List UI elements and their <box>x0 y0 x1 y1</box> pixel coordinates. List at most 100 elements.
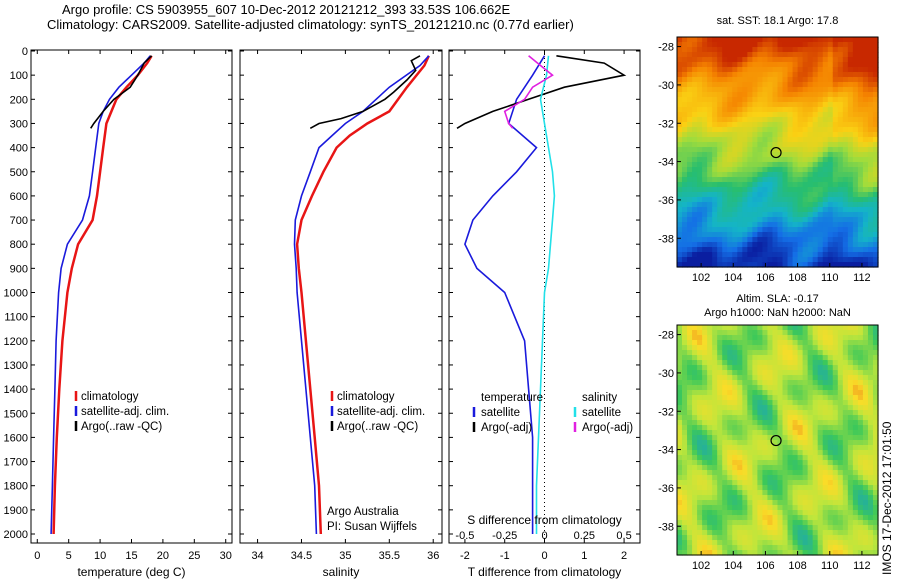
y-tick-label: -38 <box>658 233 674 245</box>
heatmap-cell <box>682 97 688 103</box>
heatmap-cell <box>787 380 794 386</box>
heatmap-cell <box>717 47 723 53</box>
heatmap-cell <box>717 360 723 366</box>
heatmap-cell <box>872 355 879 361</box>
heatmap-cell <box>797 425 804 431</box>
heatmap-cell <box>747 112 753 118</box>
heatmap-cell <box>727 480 733 486</box>
heatmap-cell <box>707 390 713 396</box>
heatmap-cell <box>697 232 703 238</box>
heatmap-cell <box>717 345 723 351</box>
heatmap-cell <box>682 530 688 536</box>
heatmap-cell <box>847 257 854 263</box>
heatmap-cell <box>862 107 869 113</box>
heatmap-cell <box>857 67 864 73</box>
heatmap-cell <box>722 330 728 336</box>
sla-map-frame <box>676 324 879 556</box>
heatmap-cell <box>772 440 779 446</box>
heatmap-cell <box>722 485 728 491</box>
heatmap-cell <box>757 172 764 178</box>
heatmap-cell <box>772 67 779 73</box>
heatmap-cell <box>862 37 869 43</box>
heatmap-cell <box>727 500 733 506</box>
heatmap-cell <box>792 37 799 43</box>
heatmap-cell <box>827 415 834 421</box>
heatmap-cell <box>727 355 733 361</box>
heatmap-cell <box>817 465 824 471</box>
heatmap-cell <box>757 257 764 263</box>
heatmap-cell <box>757 162 764 168</box>
heatmap-cell <box>767 385 774 391</box>
heatmap-cell <box>722 227 728 233</box>
heatmap-cell <box>857 355 864 361</box>
y-tick-label: 1200 <box>4 336 28 348</box>
heatmap-cell <box>867 465 874 471</box>
heatmap-cell <box>722 410 728 416</box>
heatmap-cell <box>862 430 869 436</box>
heatmap-cell <box>737 515 743 521</box>
heatmap-cell <box>782 535 789 541</box>
heatmap-cell <box>772 82 779 88</box>
heatmap-cell <box>787 325 794 331</box>
heatmap-cell <box>807 460 814 466</box>
heatmap-cell <box>762 395 769 401</box>
heatmap-cell <box>767 500 774 506</box>
heatmap-cell <box>782 162 789 168</box>
heatmap-cell <box>737 400 743 406</box>
heatmap-cell <box>762 515 769 521</box>
heatmap-cell <box>747 222 753 228</box>
heatmap-cell <box>792 445 799 451</box>
heatmap-cell <box>832 430 839 436</box>
heatmap-cell <box>782 510 789 516</box>
heatmap-cell <box>702 400 708 406</box>
heatmap-cell <box>812 500 819 506</box>
heatmap-cell <box>687 217 693 223</box>
heatmap-cell <box>742 82 748 88</box>
heatmap-cell <box>677 520 683 526</box>
heatmap-cell <box>837 257 844 263</box>
heatmap-cell <box>742 137 748 143</box>
heatmap-cell <box>692 222 698 228</box>
heatmap-cell <box>832 247 839 253</box>
heatmap-cell <box>827 257 834 263</box>
heatmap-cell <box>832 122 839 128</box>
heatmap-cell <box>702 187 708 193</box>
heatmap-cell <box>682 242 688 248</box>
heatmap-cell <box>817 350 824 356</box>
heatmap-cell <box>717 450 723 456</box>
heatmap-cell <box>747 237 753 243</box>
heatmap-cell <box>802 385 809 391</box>
heatmap-cell <box>707 360 713 366</box>
heatmap-cell <box>782 157 789 163</box>
heatmap-cell <box>792 187 799 193</box>
heatmap-cell <box>847 42 854 48</box>
heatmap-cell <box>802 485 809 491</box>
heatmap-cell <box>752 365 759 371</box>
heatmap-cell <box>837 162 844 168</box>
heatmap-cell <box>737 147 743 153</box>
heatmap-cell <box>807 172 814 178</box>
heatmap-cell <box>732 117 738 123</box>
heatmap-cell <box>852 232 859 238</box>
heatmap-cell <box>802 77 809 83</box>
heatmap-cell <box>682 77 688 83</box>
heatmap-cell <box>802 182 809 188</box>
heatmap-cell <box>707 450 713 456</box>
heatmap-cell <box>847 510 854 516</box>
heatmap-cell <box>742 107 748 113</box>
heatmap-cell <box>702 92 708 98</box>
heatmap-cell <box>812 400 819 406</box>
heatmap-cell <box>862 262 869 268</box>
heatmap-cell <box>747 475 753 481</box>
heatmap-cell <box>712 360 718 366</box>
heatmap-cell <box>772 475 779 481</box>
heatmap-cell <box>832 212 839 218</box>
heatmap-cell <box>677 410 683 416</box>
heatmap-cell <box>722 97 728 103</box>
heatmap-cell <box>742 62 748 68</box>
heatmap-cell <box>677 87 683 93</box>
heatmap-cell <box>732 370 738 376</box>
heatmap-cell <box>832 330 839 336</box>
heatmap-cell <box>682 340 688 346</box>
heatmap-cell <box>832 525 839 531</box>
